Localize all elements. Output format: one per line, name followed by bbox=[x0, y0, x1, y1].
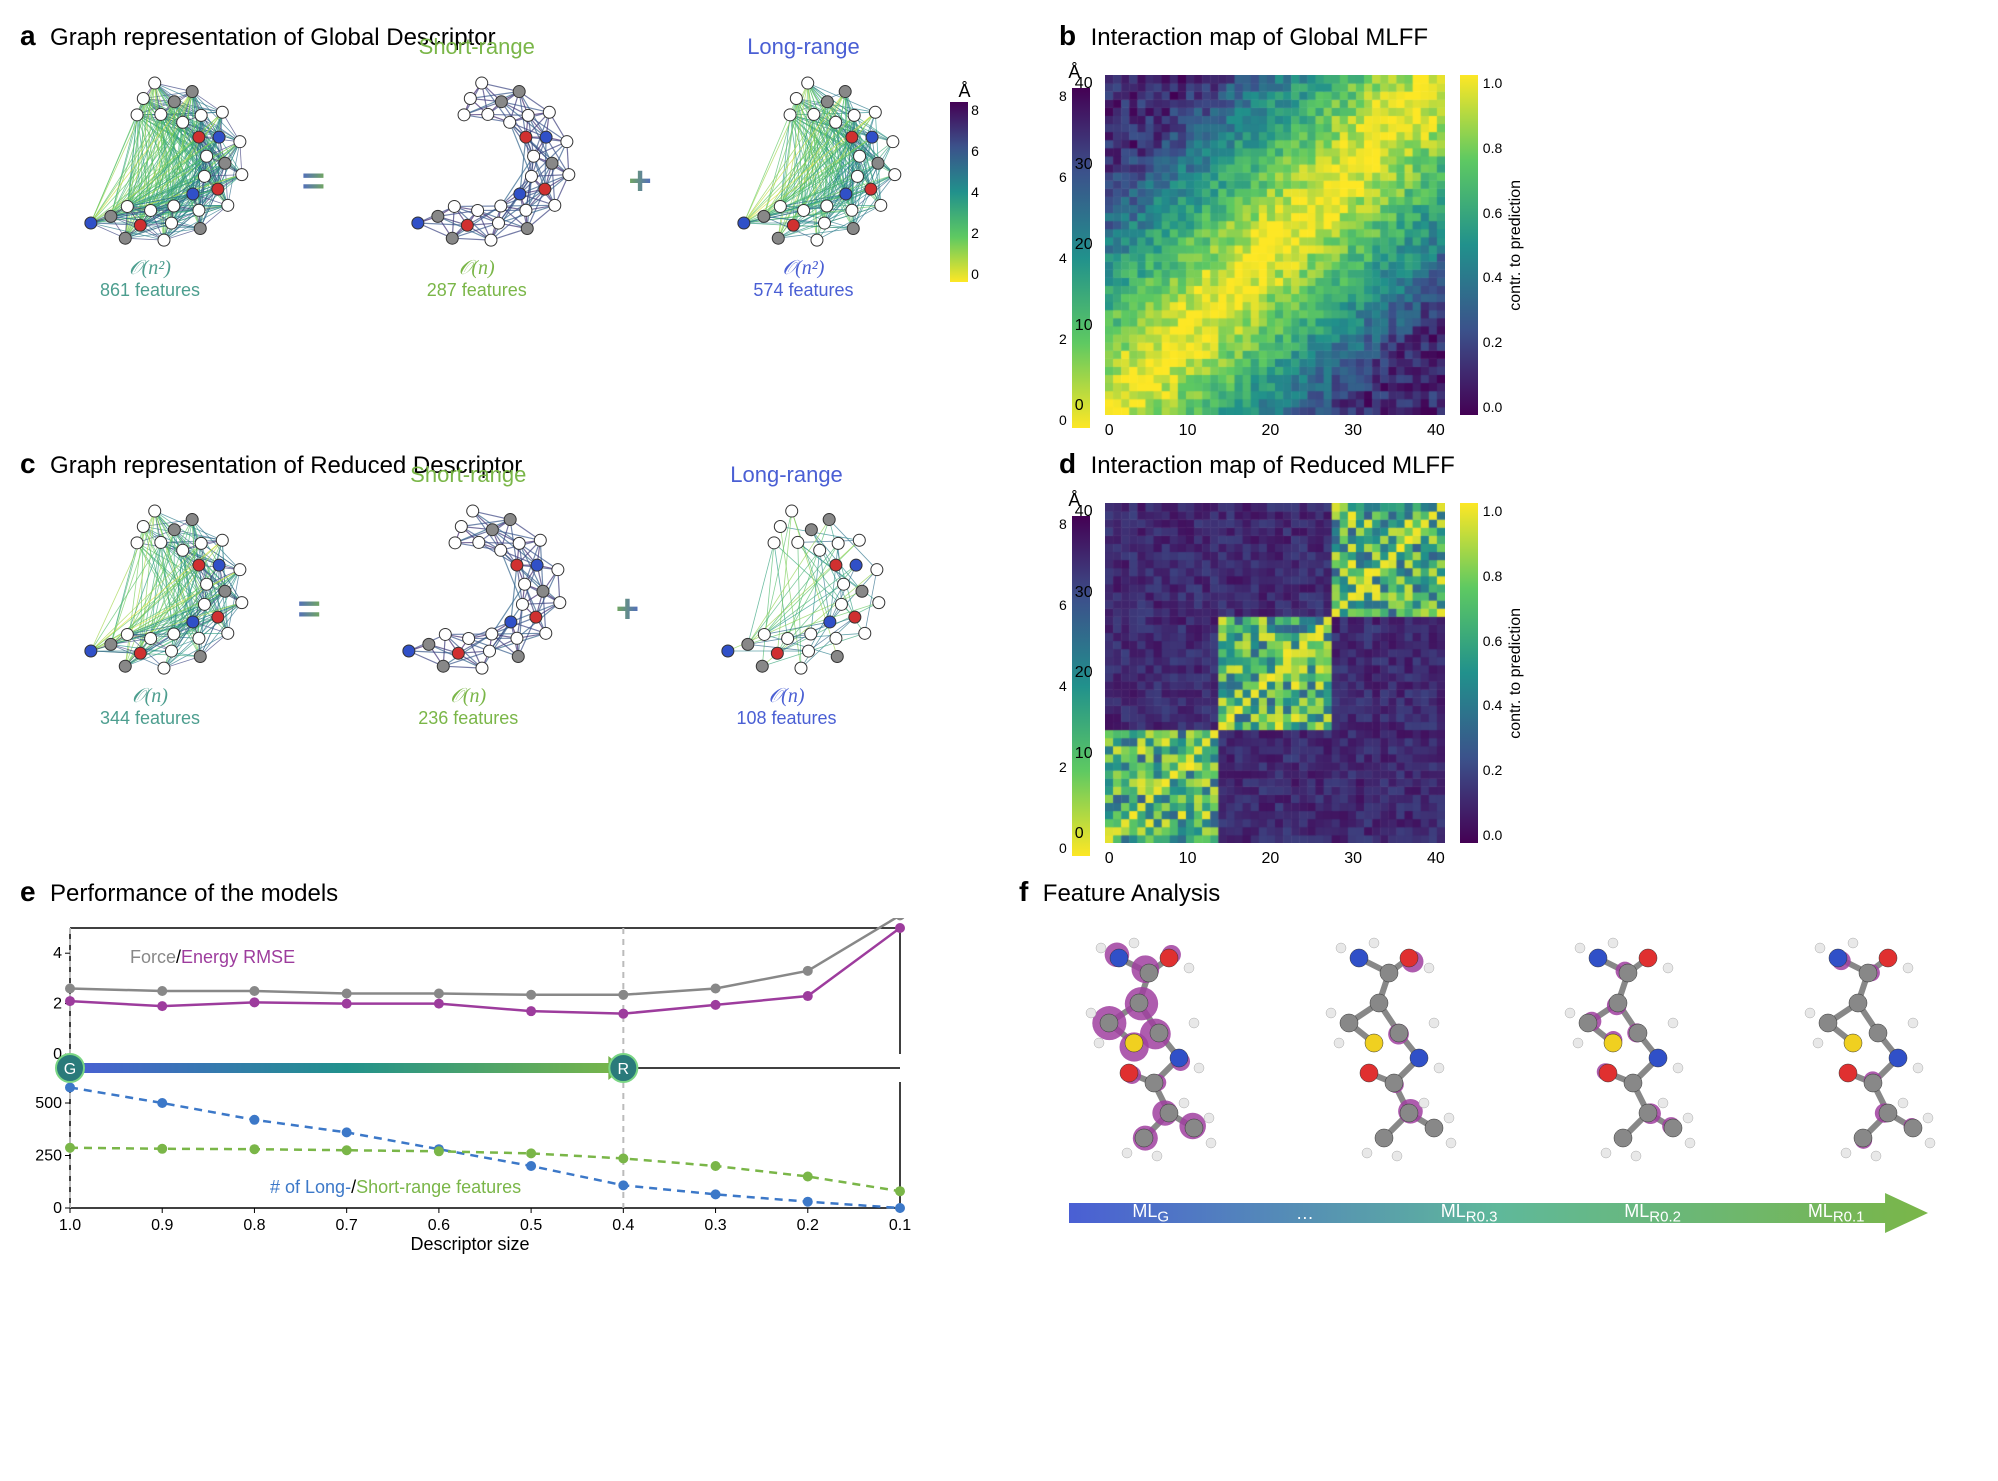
panel-b-title: Interaction map of Global MLFF bbox=[1091, 24, 1428, 52]
heatmap-b: 010203040 010203040 bbox=[1105, 75, 1445, 415]
molecule-item bbox=[1758, 928, 1958, 1183]
svg-text:500: 500 bbox=[35, 1095, 62, 1112]
panel-a-label: a bbox=[20, 20, 36, 52]
svg-text:0.9: 0.9 bbox=[151, 1217, 173, 1234]
svg-text:0.5: 0.5 bbox=[520, 1217, 542, 1234]
panel-b-label: b bbox=[1059, 20, 1076, 52]
svg-text:0.6: 0.6 bbox=[428, 1217, 450, 1234]
panel-b: b Interaction map of Global MLFF Å 86420… bbox=[1019, 20, 1978, 428]
svg-text:Force/Energy RMSE: Force/Energy RMSE bbox=[130, 947, 295, 967]
svg-text:Descriptor size: Descriptor size bbox=[410, 1234, 529, 1254]
panel-f-title: Feature Analysis bbox=[1043, 880, 1220, 908]
molecule-item bbox=[1279, 928, 1479, 1183]
panel-d-label: d bbox=[1059, 448, 1076, 480]
svg-text:250: 250 bbox=[35, 1148, 62, 1165]
panel-f: f Feature Analysis MLG…MLR0.3MLR0.2MLR0.… bbox=[1019, 876, 1978, 1263]
panel-e: e Performance of the models 02402505001.… bbox=[20, 876, 979, 1263]
svg-text:0.4: 0.4 bbox=[612, 1217, 634, 1234]
graph-a-long: Long-range 𝒪(n²) 574 features bbox=[673, 62, 933, 301]
svg-text:0.7: 0.7 bbox=[336, 1217, 358, 1234]
svg-text:2: 2 bbox=[53, 996, 62, 1013]
svg-text:4: 4 bbox=[53, 945, 62, 962]
svg-text:R: R bbox=[618, 1061, 630, 1078]
graph-c-full: 𝒪(n) 344 features bbox=[20, 490, 280, 729]
panel-a-graphs: 𝒪(n²) 861 features = Short-range 𝒪(n) 28… bbox=[20, 62, 979, 301]
svg-text:1.0: 1.0 bbox=[59, 1217, 81, 1234]
svg-text:G: G bbox=[64, 1061, 76, 1078]
svg-text:0: 0 bbox=[53, 1200, 62, 1217]
panel-d-title: Interaction map of Reduced MLFF bbox=[1091, 452, 1455, 480]
molecule-item bbox=[1039, 928, 1239, 1183]
svg-text:# of Long-/Short-range feature: # of Long-/Short-range features bbox=[270, 1177, 521, 1197]
svg-text:0.3: 0.3 bbox=[704, 1217, 726, 1234]
svg-text:0.8: 0.8 bbox=[243, 1217, 265, 1234]
svg-text:0.2: 0.2 bbox=[797, 1217, 819, 1234]
heatmap-d: 010203040 010203040 bbox=[1105, 503, 1445, 843]
performance-chart: 02402505001.00.90.80.70.60.50.40.30.20.1… bbox=[20, 918, 920, 1258]
graph-c-long: Long-range 𝒪(n) 108 features bbox=[657, 490, 917, 729]
plus-sign-c: + bbox=[611, 587, 644, 632]
graph-a-short: Short-range 𝒪(n) 287 features bbox=[347, 62, 607, 301]
panel-e-title: Performance of the models bbox=[50, 880, 338, 908]
panel-e-label: e bbox=[20, 876, 36, 908]
panel-a: a Graph representation of Global Descrip… bbox=[20, 20, 979, 428]
gradient-arrow: MLG…MLR0.3MLR0.2MLR0.1 bbox=[1069, 1193, 1928, 1233]
svg-text:0.1: 0.1 bbox=[889, 1217, 911, 1234]
colorbar-b-right: 0.00.20.40.60.81.0 contr. to prediction bbox=[1460, 75, 1525, 415]
colorbar-d-right: 0.00.20.40.60.81.0 contr. to prediction bbox=[1460, 503, 1525, 843]
graph-c-short: Short-range 𝒪(n) 236 features bbox=[338, 490, 598, 729]
panel-c: c Graph representation of Reduced Descri… bbox=[20, 448, 979, 856]
equals-sign: = bbox=[297, 159, 330, 204]
molecule-item bbox=[1518, 928, 1718, 1183]
panel-c-graphs: 𝒪(n) 344 features = Short-range 𝒪(n) 236… bbox=[20, 490, 979, 729]
graph-a-full: 𝒪(n²) 861 features bbox=[20, 62, 280, 301]
equals-sign-c: = bbox=[292, 587, 325, 632]
molecule-row bbox=[1019, 928, 1978, 1183]
panel-c-label: c bbox=[20, 448, 36, 480]
plus-sign: + bbox=[623, 159, 656, 204]
panel-f-label: f bbox=[1019, 876, 1028, 908]
panel-d: d Interaction map of Reduced MLFF Å 8642… bbox=[1019, 448, 1978, 856]
colorbar-a: Å 86420 bbox=[950, 81, 979, 282]
